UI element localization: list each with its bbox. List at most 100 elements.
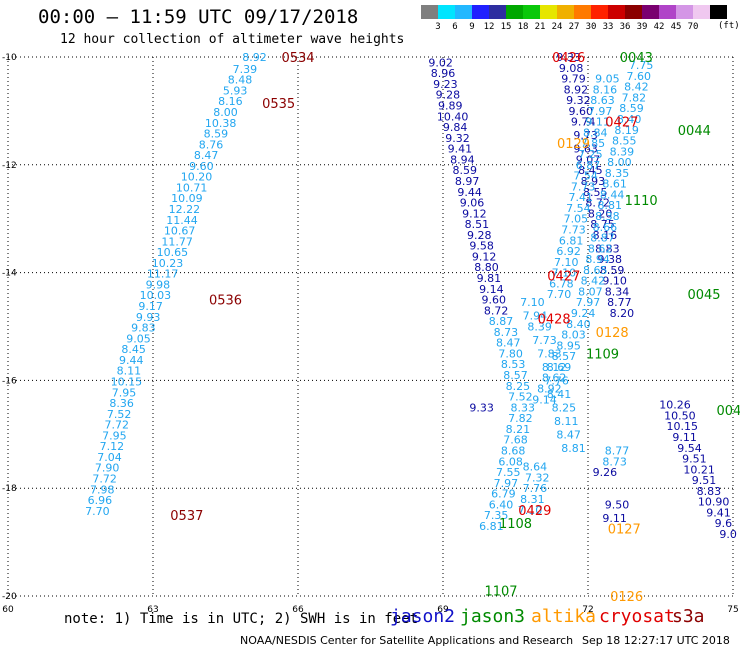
pass-time-label: 0427 (547, 269, 580, 284)
pass-time-label: 1109 (586, 347, 619, 362)
y-tick-label: -16 (2, 376, 17, 386)
pass-time-label: 0045 (687, 288, 720, 303)
generated-timestamp: Sep 18 12:27:17 UTC 2018 (582, 634, 730, 647)
colorbar-label: 39 (636, 22, 648, 32)
colorbar-label: 70 (687, 22, 699, 32)
wave-height-point: 9.51 (682, 453, 707, 466)
colorbar-swatch (574, 5, 591, 19)
wave-height-point: 10.15 (111, 375, 143, 388)
wave-height-point: 8.25 (506, 380, 531, 393)
pass-time-label: 0535 (262, 97, 295, 112)
wave-height-point: 9.41 (706, 506, 731, 519)
wave-height-point: 8.47 (556, 428, 581, 441)
wave-height-point: 8.75 (590, 218, 615, 231)
wave-height-point: 8.87 (590, 232, 615, 245)
wave-height-point: 10.40 (437, 110, 469, 123)
wave-height-point: 8.55 (612, 135, 637, 148)
pass-time-label: 1110 (625, 194, 658, 209)
wave-height-point: 7.12 (100, 440, 125, 453)
x-tick-label: 60 (2, 605, 14, 615)
wave-height-point: 9.81 (477, 272, 502, 285)
wave-height-point: 10.15 (667, 420, 699, 433)
colorbar-swatch (625, 5, 642, 19)
wave-height-point: 9.74 (571, 116, 596, 129)
wave-height-point: 7.85 (581, 137, 606, 150)
wave-height-point: 9.11 (672, 431, 697, 444)
wave-height-point: 8.68 (501, 444, 526, 457)
wave-height-point: 7.72 (105, 419, 130, 432)
wave-height-point: 7.97 (576, 296, 601, 309)
wave-height-point: 9.24 (571, 307, 596, 320)
wave-height-point: 8.20 (610, 307, 635, 320)
wave-height-point: 9.54 (677, 442, 702, 455)
wave-height-point: 9.12 (462, 207, 487, 220)
wave-height-point: 8.42 (581, 275, 606, 288)
wave-height-point: 8.77 (605, 444, 630, 457)
wave-height-point: 8.61 (602, 178, 627, 191)
wave-height-point: 8.57 (503, 369, 528, 382)
wave-height-point: 9.32 (445, 132, 470, 145)
chart-subtitle: 12 hour collection of altimeter wave hei… (60, 32, 405, 47)
wave-height-point: 8.59 (204, 128, 229, 141)
pass-time-label: 1107 (484, 585, 517, 600)
legend-entry-jason3: jason3 (460, 606, 526, 627)
wave-height-point: 8.92 (537, 382, 562, 395)
wave-height-point: 8.87 (489, 315, 514, 328)
colorbar-label: 45 (670, 22, 682, 32)
colorbar-labels: 3 6 9 12 15 18 21 24 27 30 33 36 39 42 45 70 (421, 22, 740, 34)
wave-height-point: 8.11 (117, 365, 142, 378)
wave-height-point: 6.96 (88, 494, 113, 507)
wave-height-point: 8.81 (561, 442, 586, 455)
x-tick-label: 72 (582, 605, 593, 615)
wave-height-point: 8.51 (465, 218, 490, 231)
x-tick-label: 66 (292, 605, 304, 615)
wave-height-point: 8.73 (494, 326, 519, 339)
wave-height-point: 6.81 (479, 520, 504, 533)
wave-height-point: 7.52 (508, 391, 533, 404)
wave-height-point: 8.39 (610, 145, 635, 158)
colorbar-swatch (591, 5, 608, 19)
y-tick-label: -10 (2, 53, 17, 63)
wave-height-point: 7.10 (552, 267, 577, 280)
wave-height-point: 8.59 (453, 164, 478, 177)
wave-height-point: 8.93 (581, 175, 606, 188)
wave-height-point: 6.92 (556, 245, 581, 258)
wave-height-point: 9.93 (136, 311, 161, 324)
wave-height-point: 7.10 (554, 256, 579, 269)
wave-height-point: 7.70 (547, 288, 572, 301)
wave-height-point: 11.44 (166, 214, 198, 227)
wave-height-point: 7.73 (532, 334, 557, 347)
wave-height-colorbar (421, 5, 727, 19)
colorbar-swatch (693, 5, 710, 19)
wave-height-point: 8.57 (552, 350, 577, 363)
wave-height-point: 9.07 (576, 153, 601, 166)
wave-height-point: 9.10 (602, 275, 627, 288)
pass-time-label: 0126 (610, 590, 643, 605)
wave-height-point: 7.68 (503, 434, 528, 447)
wave-height-point: 8.45 (121, 343, 146, 356)
wave-height-point: 7.95 (102, 429, 127, 442)
wave-height-point: 10.65 (157, 246, 189, 259)
wave-height-point: 7.52 (107, 408, 132, 421)
wave-height-point: 8.92 (242, 51, 267, 64)
wave-height-point: 9.05 (595, 73, 620, 86)
wave-height-point: 8.63 (590, 94, 615, 107)
wave-height-point: 9.32 (566, 94, 591, 107)
wave-height-point: 8.34 (605, 285, 630, 298)
wave-height-point: 9.73 (573, 129, 598, 142)
wave-height-point: 8.31 (520, 493, 545, 506)
wave-height-point: 8.40 (566, 318, 591, 331)
wave-height-point: 7.95 (112, 386, 137, 399)
pass-time-label: 0426 (552, 51, 585, 66)
wave-height-point: 8.20 (588, 207, 613, 220)
wave-height-point: 10.26 (659, 399, 691, 412)
wave-height-point: 8.47 (496, 337, 521, 350)
wave-height-point: 11.17 (147, 268, 179, 281)
wave-height-point: 9.89 (438, 100, 463, 113)
wave-height-point: 8.81 (598, 199, 623, 212)
colorbar-label: 33 (602, 22, 614, 32)
wave-height-point: 7.98 (90, 483, 115, 496)
wave-height-point: 10.09 (171, 192, 203, 205)
note-text: note: 1) Time is in UTC; 2) SWH is in fe… (64, 611, 419, 627)
wave-height-point: 10.71 (176, 181, 208, 194)
